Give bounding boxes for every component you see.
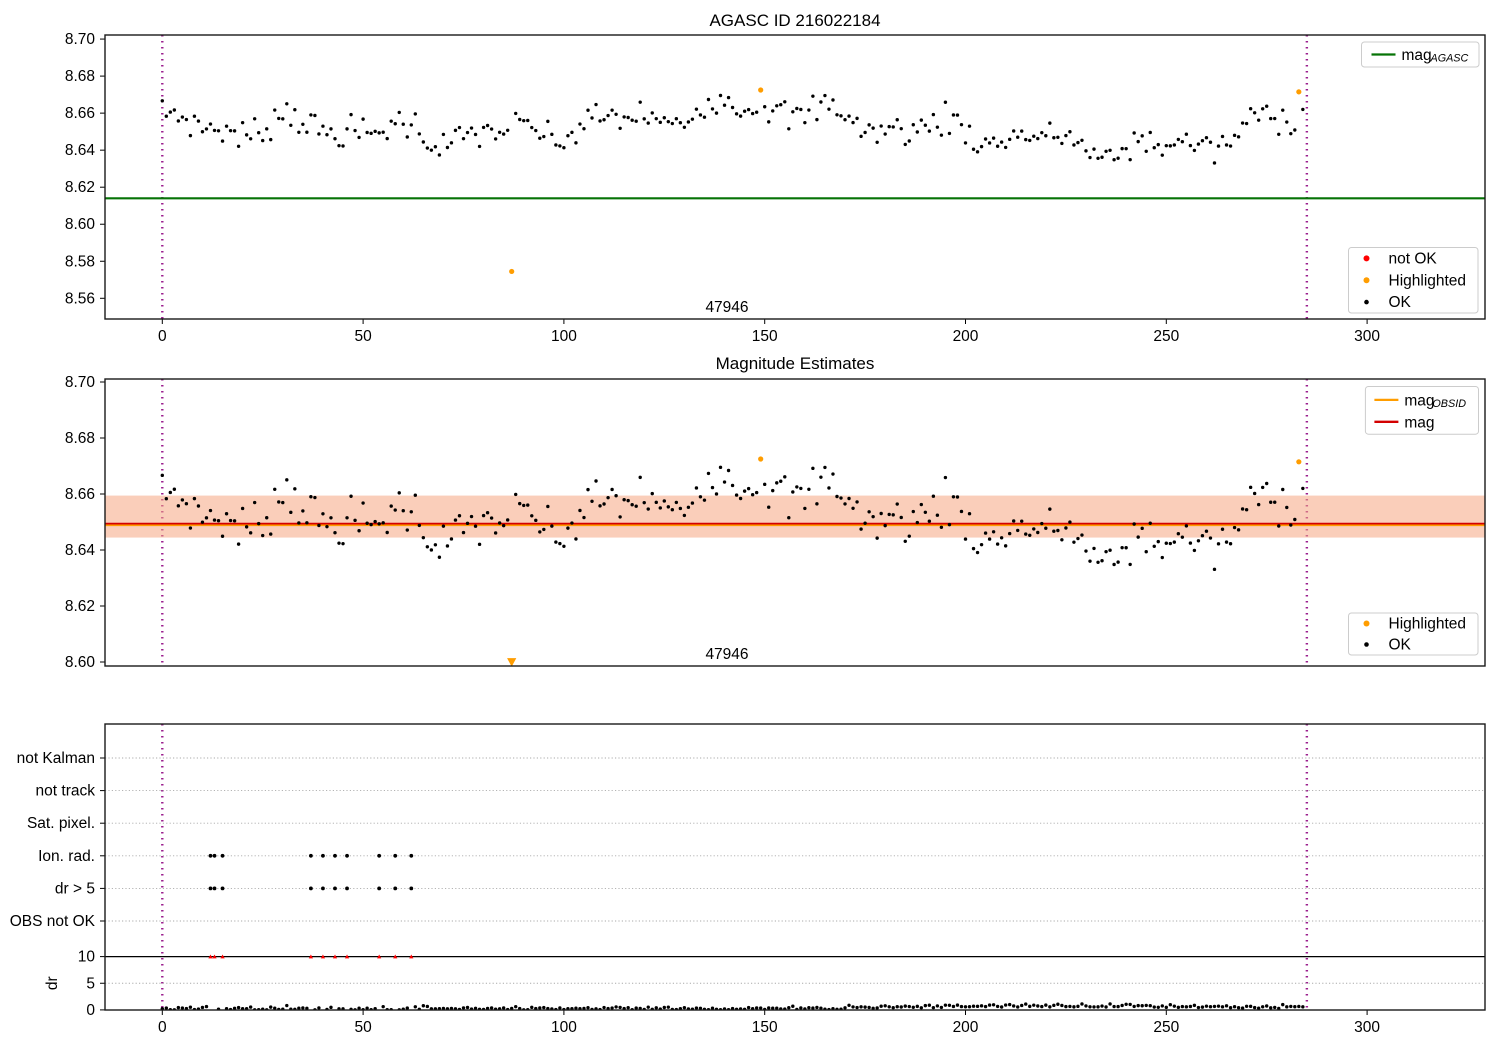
svg-text:8.66: 8.66 [65,105,95,122]
svg-text:Highlighted: Highlighted [1389,616,1467,633]
svg-text:OK: OK [1389,637,1412,654]
svg-text:not OK: not OK [1389,250,1438,267]
svg-text:not track: not track [36,783,96,800]
svg-text:8.68: 8.68 [65,68,95,85]
svg-text:OBS not OK: OBS not OK [10,913,96,930]
svg-text:0: 0 [158,1019,167,1036]
svg-text:Magnitude Estimates: Magnitude Estimates [716,354,875,373]
svg-text:Sat. pixel.: Sat. pixel. [27,815,95,832]
svg-text:8.64: 8.64 [65,542,96,559]
svg-text:OK: OK [1389,294,1412,311]
svg-text:200: 200 [953,328,979,345]
svg-text:8.68: 8.68 [65,430,95,447]
svg-text:not Kalman: not Kalman [17,750,95,767]
svg-text:8.56: 8.56 [65,290,95,307]
svg-text:250: 250 [1153,328,1179,345]
svg-text:300: 300 [1354,328,1380,345]
svg-text:8.60: 8.60 [65,654,96,671]
svg-text:8.62: 8.62 [65,598,95,615]
svg-text:8.70: 8.70 [65,31,96,48]
svg-text:0: 0 [158,328,167,345]
svg-text:8.66: 8.66 [65,486,95,503]
svg-text:50: 50 [354,1019,372,1036]
svg-text:8.64: 8.64 [65,142,96,159]
svg-text:8.70: 8.70 [65,374,96,391]
svg-text:200: 200 [953,1019,979,1036]
svg-text:250: 250 [1153,1019,1179,1036]
svg-text:150: 150 [752,1019,778,1036]
svg-text:OBSID: OBSID [1432,398,1466,410]
svg-text:100: 100 [551,328,577,345]
svg-text:47946: 47946 [705,299,748,316]
svg-text:8.62: 8.62 [65,179,95,196]
svg-text:5: 5 [86,975,95,992]
svg-text:mag: mag [1404,392,1434,409]
svg-text:47946: 47946 [705,646,748,663]
svg-text:10: 10 [78,949,96,966]
svg-text:mag: mag [1402,47,1432,64]
svg-text:mag: mag [1404,414,1434,431]
svg-text:50: 50 [354,328,372,345]
svg-text:8.58: 8.58 [65,253,95,270]
svg-text:0: 0 [86,1002,95,1019]
svg-text:dr > 5: dr > 5 [55,880,95,897]
svg-text:AGASC ID 216022184: AGASC ID 216022184 [709,11,880,30]
svg-text:Ion. rad.: Ion. rad. [38,848,95,865]
svg-text:Highlighted: Highlighted [1389,272,1467,289]
svg-text:8.60: 8.60 [65,216,96,233]
svg-text:dr: dr [44,976,61,990]
svg-text:100: 100 [551,1019,577,1036]
svg-text:AGASC: AGASC [1430,53,1469,65]
svg-text:150: 150 [752,328,778,345]
svg-text:300: 300 [1354,1019,1380,1036]
